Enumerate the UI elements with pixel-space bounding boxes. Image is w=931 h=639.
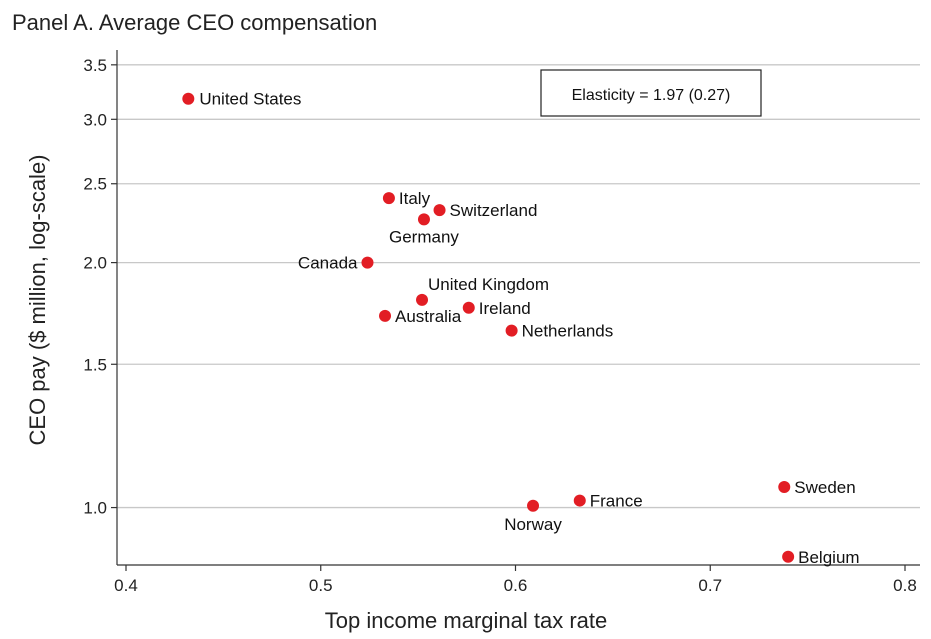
point-ireland bbox=[462, 301, 475, 314]
y-tick-label: 3.0 bbox=[83, 110, 107, 129]
x-tick-label: 0.8 bbox=[893, 576, 917, 595]
point-label-united-kingdom: United Kingdom bbox=[428, 275, 549, 294]
grid-lines bbox=[117, 64, 920, 509]
annotation-box bbox=[540, 69, 762, 117]
elasticity-annotation: Elasticity = 1.97 (0.27) bbox=[540, 69, 762, 117]
point-united-kingdom bbox=[416, 293, 429, 306]
point-australia bbox=[379, 309, 392, 322]
x-axis-ticks: 0.4 0.5 0.6 0.7 0.8 bbox=[114, 565, 917, 595]
point-label-belgium: Belgium bbox=[798, 548, 859, 567]
point-france bbox=[573, 494, 586, 507]
x-tick-label: 0.5 bbox=[309, 576, 333, 595]
point-canada bbox=[361, 256, 374, 269]
point-label-italy: Italy bbox=[399, 189, 431, 208]
point-switzerland bbox=[433, 204, 446, 217]
point-label-united-states: United States bbox=[199, 90, 301, 109]
x-tick-label: 0.7 bbox=[698, 576, 722, 595]
point-germany bbox=[417, 213, 430, 226]
annotation-text: Elasticity = 1.97 (0.27) bbox=[572, 87, 731, 104]
point-italy bbox=[382, 192, 395, 205]
y-tick-label: 1.0 bbox=[83, 499, 107, 518]
y-tick-label: 2.5 bbox=[83, 175, 107, 194]
point-label-sweden: Sweden bbox=[794, 478, 855, 497]
point-norway bbox=[527, 499, 540, 512]
y-tick-label: 2.0 bbox=[83, 254, 107, 273]
x-tick-label: 0.6 bbox=[504, 576, 528, 595]
y-tick-label: 1.5 bbox=[83, 355, 107, 374]
point-belgium bbox=[782, 550, 795, 563]
point-label-netherlands: Netherlands bbox=[522, 322, 614, 341]
point-label-australia: Australia bbox=[395, 307, 462, 326]
point-label-canada: Canada bbox=[298, 254, 358, 273]
point-united-states bbox=[182, 92, 195, 105]
point-netherlands bbox=[505, 324, 518, 337]
y-tick-label: 3.5 bbox=[83, 56, 107, 75]
x-tick-label: 0.4 bbox=[114, 576, 138, 595]
point-sweden bbox=[778, 480, 791, 493]
point-label-norway: Norway bbox=[504, 515, 562, 534]
data-points: United States Italy Switzerland Germany Cana… bbox=[182, 90, 860, 567]
chart-title: Panel A. Average CEO compensation bbox=[12, 10, 377, 35]
x-axis-title: Top income marginal tax rate bbox=[325, 608, 607, 633]
y-axis-title: CEO pay ($ million, log-scale) bbox=[25, 155, 50, 446]
point-label-ireland: Ireland bbox=[479, 299, 531, 318]
y-axis-ticks: 1.0 1.5 2.0 2.5 3.0 3.5 bbox=[83, 56, 117, 518]
point-label-germany: Germany bbox=[389, 227, 459, 246]
point-label-france: France bbox=[590, 492, 643, 511]
point-label-switzerland: Switzerland bbox=[450, 201, 538, 220]
